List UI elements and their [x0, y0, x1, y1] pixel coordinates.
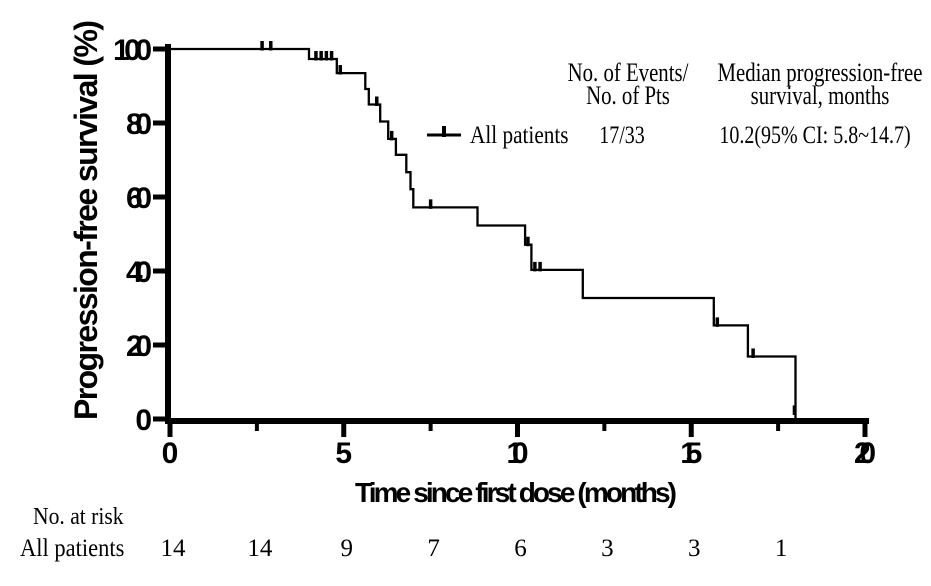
y-tick-label: 100 — [113, 34, 152, 67]
at-risk-count: 6 — [514, 535, 527, 562]
x-tick-label: 5 — [335, 437, 352, 470]
at-risk-row-label: All patients — [20, 535, 125, 562]
at-risk-title: No. at risk — [33, 504, 124, 530]
median-header-line1: Median progression-free — [717, 58, 923, 87]
at-risk-count: 14 — [247, 535, 273, 562]
at-risk-count: 3 — [601, 535, 614, 562]
x-tick-label: 0 — [162, 437, 179, 470]
x-tick-label: 20 — [854, 437, 876, 470]
events-header-line2: No. of Pts — [586, 81, 670, 110]
y-tick-label: 80 — [126, 108, 152, 141]
y-tick-label: 60 — [126, 182, 152, 215]
x-tick-label: 10 — [507, 437, 529, 470]
legend-series-label: All patients — [470, 122, 569, 149]
at-risk-count: 1 — [774, 535, 788, 562]
y-tick-label: 0 — [135, 404, 152, 437]
y-tick-label: 40 — [126, 256, 152, 289]
median-column-header: Median progression-free survival, months — [700, 58, 931, 110]
events-header-line1: No. of Events/ — [567, 58, 689, 87]
x-axis-title: Time since first dose (months) — [355, 477, 677, 508]
median-header-line2: survival, months — [750, 81, 890, 110]
at-risk-count: 3 — [688, 535, 701, 562]
events-column-header: No. of Events/ No. of Pts — [508, 58, 748, 110]
legend-median-value: 10.2(95% CI: 5.8~14.7) — [719, 122, 911, 149]
y-axis-title: Progression-free survival (%) — [68, 20, 104, 420]
at-risk-count: 7 — [427, 535, 440, 562]
legend-events-value: 17/33 — [599, 122, 645, 149]
at-risk-count: 9 — [340, 535, 354, 562]
km-curve-all-patients — [166, 47, 797, 419]
at-risk-count: 14 — [160, 535, 186, 562]
x-tick-label: 15 — [680, 437, 702, 470]
y-tick-label: 20 — [126, 330, 152, 363]
